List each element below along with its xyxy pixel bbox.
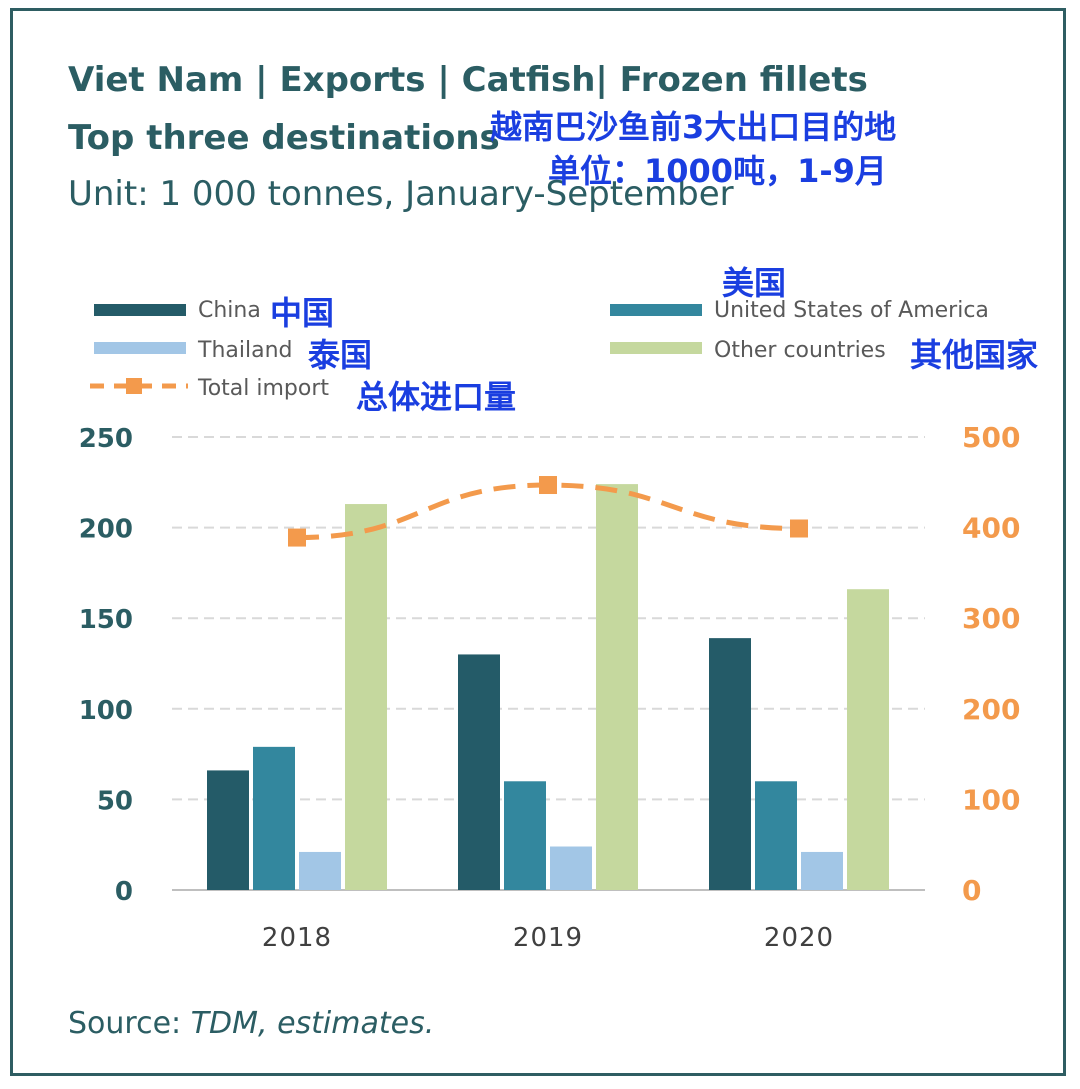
bar-united-states-of-america xyxy=(253,746,295,890)
total-import-point xyxy=(790,519,808,538)
y-left-tick-label: 150 xyxy=(79,605,133,635)
total-import-point xyxy=(288,528,306,547)
x-tick-label: 2020 xyxy=(764,923,834,953)
bar-thailand xyxy=(801,851,843,890)
bar-china xyxy=(458,654,500,890)
y-right-tick-label: 100 xyxy=(962,783,1020,816)
total-import-point xyxy=(539,476,557,495)
chart-frame xyxy=(10,8,1066,1076)
chart-subtitle: Top three destinations xyxy=(68,118,500,158)
bar-thailand xyxy=(550,846,592,890)
y-right-tick-label: 200 xyxy=(962,693,1020,726)
unit-label: Unit: 1 000 tonnes, January-September xyxy=(68,174,734,214)
y-right-tick-label: 400 xyxy=(962,512,1020,545)
legend-swatch-china xyxy=(94,304,186,316)
bar-other-countries xyxy=(345,504,387,890)
y-left-tick-label: 200 xyxy=(79,515,133,545)
bar-united-states-of-america xyxy=(755,781,797,890)
y-left-tick-label: 250 xyxy=(79,424,133,454)
x-tick-label: 2018 xyxy=(262,923,332,953)
legend-label-usa: United States of America xyxy=(714,298,989,323)
annotation-unit-cn: 单位：1000吨，1-9月 xyxy=(548,152,887,190)
annotation-china-cn: 中国 xyxy=(270,294,335,332)
legend-label-thailand: Thailand xyxy=(198,338,293,363)
legend-label-total: Total import xyxy=(198,376,330,401)
source-label: Source: xyxy=(68,1006,191,1041)
y-left-tick-label: 0 xyxy=(115,877,133,907)
bar-china xyxy=(207,770,249,890)
chart-title: Viet Nam | Exports | Catfish| Frozen fil… xyxy=(68,60,868,100)
bar-united-states-of-america xyxy=(504,781,546,890)
bar-other-countries xyxy=(847,589,889,890)
y-right-tick-label: 300 xyxy=(962,602,1020,635)
x-tick-label: 2019 xyxy=(513,923,583,953)
bar-other-countries xyxy=(596,484,638,890)
annotation-other-cn: 其他国家 xyxy=(910,336,1039,374)
legend-label-china: China xyxy=(198,298,261,323)
legend-swatch-thailand xyxy=(94,342,186,354)
source-note: Source: TDM, estimates. xyxy=(68,1006,434,1041)
source-text: TDM, estimates. xyxy=(190,1006,435,1041)
bar-china xyxy=(709,638,751,890)
y-left-tick-label: 50 xyxy=(97,786,133,816)
bar-thailand xyxy=(299,851,341,890)
annotation-title-cn: 越南巴沙鱼前3大出口目的地 xyxy=(490,108,897,146)
annotation-total-cn: 总体进口量 xyxy=(356,378,517,416)
legend-swatch-total xyxy=(90,378,188,394)
y-right-tick-label: 0 xyxy=(962,874,981,907)
y-left-tick-label: 100 xyxy=(79,696,133,726)
legend-swatch-usa xyxy=(610,304,702,316)
y-right-tick-label: 500 xyxy=(962,421,1020,454)
legend-label-other: Other countries xyxy=(714,338,886,363)
legend-swatch-other xyxy=(610,342,702,354)
annotation-usa-cn: 美国 xyxy=(722,264,787,302)
annotation-thailand-cn: 泰国 xyxy=(308,336,373,374)
